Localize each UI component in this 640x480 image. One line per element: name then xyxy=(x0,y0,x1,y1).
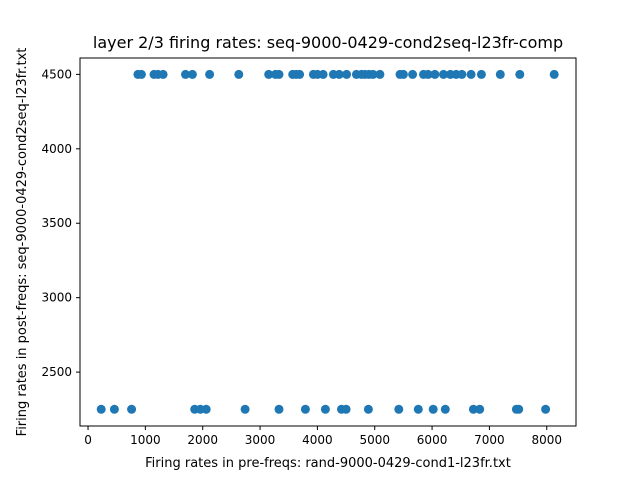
points-layer xyxy=(96,69,559,414)
x-tick-label: 5000 xyxy=(359,433,390,447)
y-tick-label: 2500 xyxy=(41,365,72,379)
data-point xyxy=(318,69,328,79)
data-point xyxy=(466,69,476,79)
data-point xyxy=(264,69,274,79)
x-tick-label: 2000 xyxy=(187,433,218,447)
x-axis-label: Firing rates in pre-freqs: rand-9000-042… xyxy=(145,456,511,471)
x-tick-label: 0 xyxy=(84,433,92,447)
data-point xyxy=(514,404,524,414)
x-tick-label: 4000 xyxy=(302,433,333,447)
y-tick-label: 3500 xyxy=(41,216,72,230)
data-point xyxy=(495,69,505,79)
data-point xyxy=(240,404,250,414)
data-point xyxy=(234,69,244,79)
data-point xyxy=(334,69,344,79)
data-point xyxy=(201,404,211,414)
data-point xyxy=(320,404,330,414)
data-point xyxy=(274,404,284,414)
data-point xyxy=(274,69,284,79)
x-axis-ticks: 0 1000 2000 3000 4000 5000 6000 7000 8000 xyxy=(84,426,562,447)
data-point xyxy=(127,404,137,414)
data-point xyxy=(428,404,438,414)
y-tick-label: 4500 xyxy=(41,67,72,81)
data-point xyxy=(187,69,197,79)
data-point xyxy=(96,404,106,414)
y-axis-ticks: 2500 3000 3500 4000 4500 xyxy=(41,67,80,379)
data-point xyxy=(394,404,404,414)
x-tick-label: 8000 xyxy=(531,433,562,447)
data-point xyxy=(109,404,119,414)
data-point xyxy=(375,69,385,79)
data-point xyxy=(549,69,559,79)
data-point xyxy=(398,69,408,79)
data-point xyxy=(300,404,310,414)
data-point xyxy=(368,69,378,79)
data-point xyxy=(468,404,478,414)
data-point xyxy=(181,69,190,79)
chart-title: layer 2/3 firing rates: seq-9000-0429-co… xyxy=(93,33,563,52)
data-point xyxy=(158,69,168,79)
x-tick-label: 1000 xyxy=(130,433,161,447)
y-tick-label: 3000 xyxy=(41,291,72,305)
data-point xyxy=(295,69,305,79)
data-point xyxy=(439,69,448,79)
data-point xyxy=(541,404,551,414)
data-point xyxy=(440,404,450,414)
plot-frame xyxy=(79,57,577,427)
data-point xyxy=(475,404,485,414)
x-tick-label: 7000 xyxy=(474,433,505,447)
x-tick-label: 6000 xyxy=(417,433,448,447)
y-tick-label: 4000 xyxy=(41,142,72,156)
data-point xyxy=(476,69,486,79)
data-point xyxy=(408,69,418,79)
x-tick-label: 3000 xyxy=(245,433,276,447)
data-point xyxy=(342,69,352,79)
y-axis-label: Firing rates in post-freqs: seq-9000-042… xyxy=(15,48,30,437)
data-point xyxy=(363,404,373,414)
data-point xyxy=(430,69,440,79)
data-point xyxy=(341,404,351,414)
data-point xyxy=(136,69,146,79)
data-point xyxy=(205,69,215,79)
data-point xyxy=(457,69,467,79)
data-point xyxy=(423,69,433,79)
data-point xyxy=(413,404,423,414)
data-point xyxy=(515,69,525,79)
